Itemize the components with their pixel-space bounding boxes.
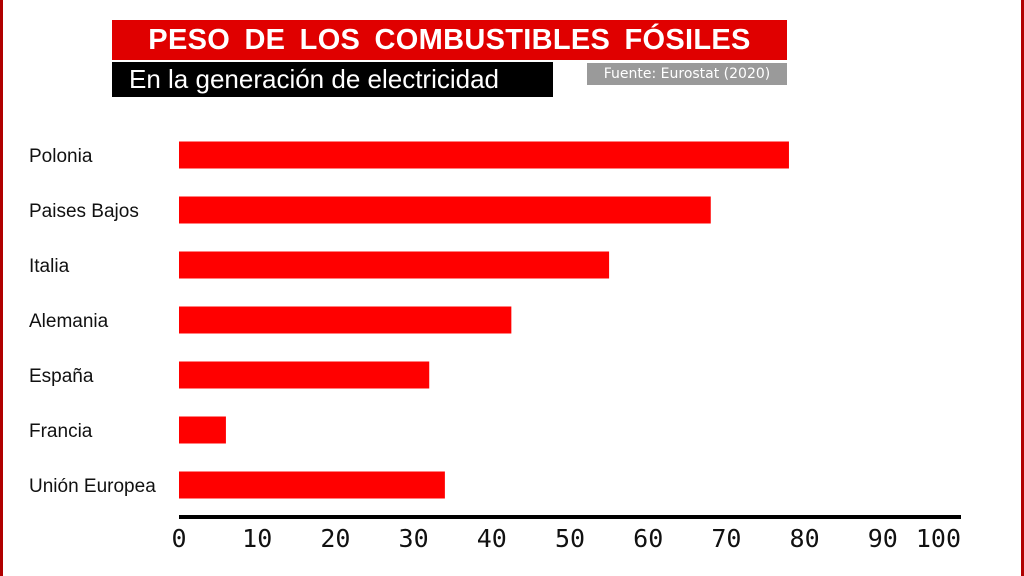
left-border — [0, 0, 3, 576]
chart-title: PESO DE LOS COMBUSTIBLES FÓSILES — [112, 20, 787, 60]
bar-espana — [179, 361, 430, 389]
x-tick-label: 40 — [477, 524, 507, 553]
bar-francia — [179, 416, 226, 444]
x-tick-label: 10 — [242, 524, 272, 553]
x-tick-label: 30 — [399, 524, 429, 553]
x-tick-label: 80 — [790, 524, 820, 553]
category-label-union-europea: Unión Europea — [29, 476, 156, 497]
bars-layer — [179, 141, 789, 499]
bar-italia — [179, 251, 610, 279]
x-tick-label: 20 — [320, 524, 350, 553]
category-label-italia: Italia — [29, 256, 70, 277]
bar-union-europea — [179, 471, 445, 499]
right-border — [1021, 0, 1024, 576]
category-label-polonia: Polonia — [29, 146, 93, 167]
category-label-francia: Francia — [29, 421, 93, 442]
bar-paises-bajos — [179, 196, 711, 224]
bar-alemania — [179, 306, 512, 334]
source-label: Fuente: Eurostat (2020) — [587, 63, 787, 85]
x-tick-label: 50 — [555, 524, 585, 553]
category-label-espana: España — [29, 366, 94, 387]
x-tick-label: 90 — [868, 524, 898, 553]
x-tick-label: 100 — [916, 524, 961, 553]
bar-polonia — [179, 141, 789, 169]
chart-subtitle: En la generación de electricidad — [112, 62, 553, 97]
category-label-alemania: Alemania — [29, 311, 109, 332]
x-tick-label: 70 — [711, 524, 741, 553]
category-label-paises-bajos: Paises Bajos — [29, 201, 139, 222]
category-labels: Polonia Paises Bajos Italia Alemania España F… — [29, 146, 156, 497]
x-axis: 0 10 20 30 40 50 60 70 80 90 100 — [171, 515, 961, 553]
x-tick-label: 0 — [171, 524, 186, 553]
x-tick-label: 60 — [633, 524, 663, 553]
